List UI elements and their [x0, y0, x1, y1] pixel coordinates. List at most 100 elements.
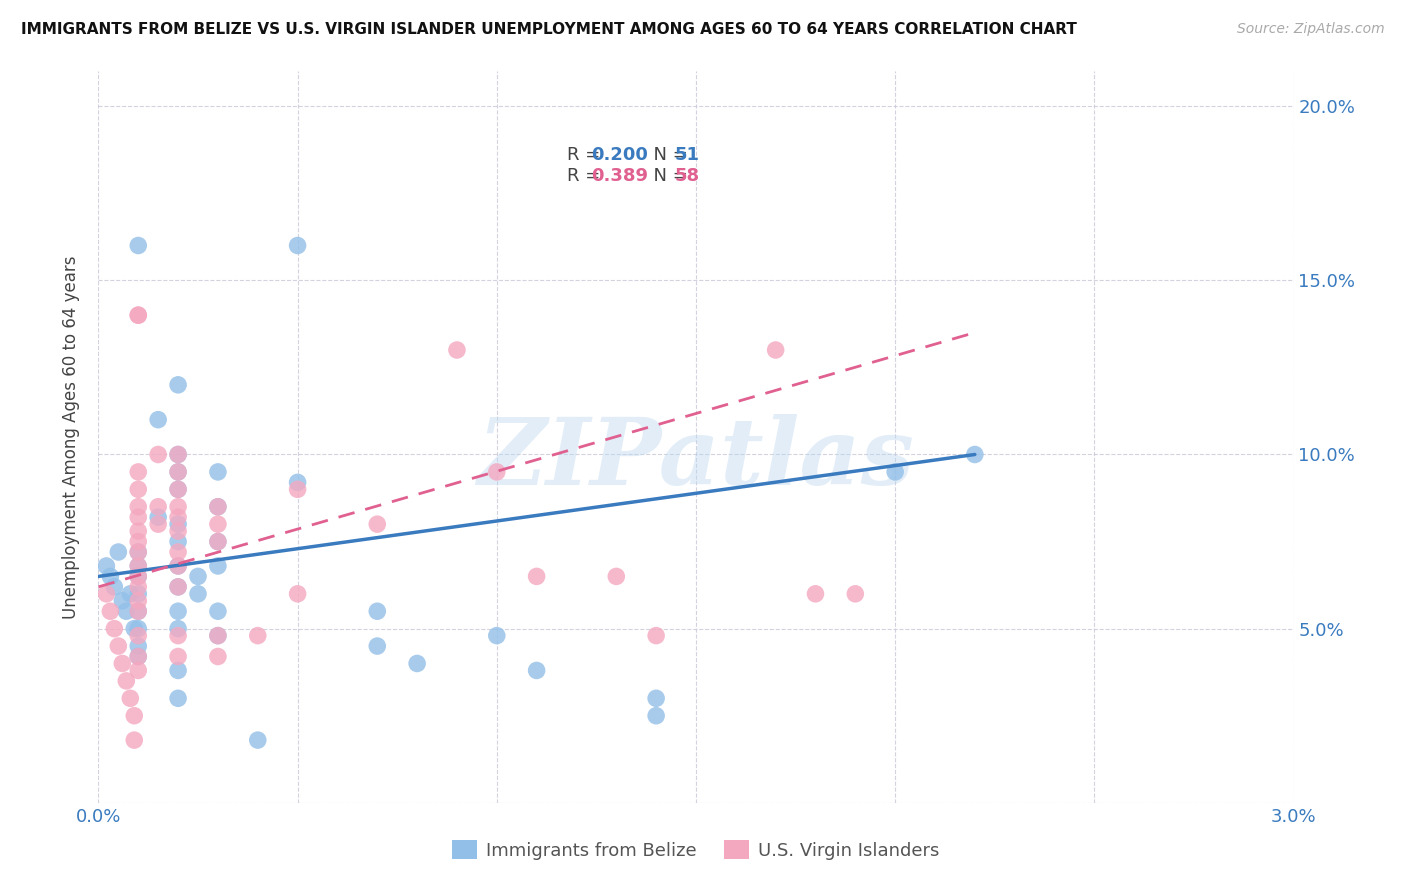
- Legend: Immigrants from Belize, U.S. Virgin Islanders: Immigrants from Belize, U.S. Virgin Isla…: [444, 833, 948, 867]
- Point: [366, 517, 388, 532]
- Point: [526, 569, 548, 583]
- Point: [127, 639, 149, 653]
- Text: R =: R =: [567, 145, 606, 164]
- Point: [167, 483, 190, 497]
- Point: [127, 524, 149, 538]
- Point: [167, 517, 190, 532]
- Point: [167, 580, 190, 594]
- Point: [127, 569, 149, 583]
- Point: [884, 465, 907, 479]
- Point: [148, 412, 170, 426]
- Point: [127, 308, 149, 322]
- Point: [148, 517, 170, 532]
- Point: [167, 465, 190, 479]
- Point: [207, 534, 229, 549]
- Point: [963, 448, 986, 462]
- Point: [167, 448, 190, 462]
- Point: [804, 587, 827, 601]
- Point: [120, 587, 142, 601]
- Point: [115, 673, 138, 688]
- Point: [446, 343, 468, 357]
- Point: [120, 691, 142, 706]
- Point: [167, 649, 190, 664]
- Point: [167, 664, 190, 678]
- Point: [127, 604, 149, 618]
- Point: [127, 500, 149, 514]
- Point: [526, 664, 548, 678]
- Text: N =: N =: [643, 167, 693, 185]
- Point: [127, 558, 149, 573]
- Point: [127, 510, 149, 524]
- Point: [167, 622, 190, 636]
- Point: [127, 649, 149, 664]
- Point: [207, 629, 229, 643]
- Text: IMMIGRANTS FROM BELIZE VS U.S. VIRGIN ISLANDER UNEMPLOYMENT AMONG AGES 60 TO 64 : IMMIGRANTS FROM BELIZE VS U.S. VIRGIN IS…: [21, 22, 1077, 37]
- Text: ZIPatlas: ZIPatlas: [478, 414, 914, 504]
- Point: [127, 580, 149, 594]
- Point: [127, 545, 149, 559]
- Point: [485, 465, 508, 479]
- Point: [127, 649, 149, 664]
- Point: [167, 629, 190, 643]
- Point: [111, 657, 134, 671]
- Point: [485, 629, 508, 643]
- Point: [167, 524, 190, 538]
- Point: [207, 649, 229, 664]
- Point: [148, 448, 170, 462]
- Point: [127, 534, 149, 549]
- Point: [127, 569, 149, 583]
- Point: [107, 545, 129, 559]
- Text: 0.389: 0.389: [591, 167, 648, 185]
- Point: [127, 308, 149, 322]
- Point: [127, 238, 149, 252]
- Point: [96, 558, 118, 573]
- Point: [96, 587, 118, 601]
- Point: [765, 343, 787, 357]
- Point: [167, 691, 190, 706]
- Point: [207, 629, 229, 643]
- Point: [207, 604, 229, 618]
- Point: [127, 558, 149, 573]
- Point: [127, 465, 149, 479]
- Point: [207, 558, 229, 573]
- Point: [167, 558, 190, 573]
- Point: [605, 569, 627, 583]
- Point: [127, 622, 149, 636]
- Point: [103, 622, 125, 636]
- Point: [127, 483, 149, 497]
- Point: [107, 639, 129, 653]
- Point: [127, 587, 149, 601]
- Point: [187, 587, 209, 601]
- Y-axis label: Unemployment Among Ages 60 to 64 years: Unemployment Among Ages 60 to 64 years: [62, 255, 80, 619]
- Point: [111, 594, 134, 608]
- Point: [167, 580, 190, 594]
- Point: [287, 587, 309, 601]
- Point: [167, 500, 190, 514]
- Point: [207, 517, 229, 532]
- Point: [167, 510, 190, 524]
- Point: [167, 448, 190, 462]
- Point: [287, 238, 309, 252]
- Point: [167, 604, 190, 618]
- Text: Source: ZipAtlas.com: Source: ZipAtlas.com: [1237, 22, 1385, 37]
- Point: [246, 629, 269, 643]
- Point: [246, 733, 269, 747]
- Point: [148, 500, 170, 514]
- Point: [187, 569, 209, 583]
- Point: [167, 534, 190, 549]
- Point: [645, 629, 668, 643]
- Point: [167, 465, 190, 479]
- Point: [366, 604, 388, 618]
- Point: [98, 569, 122, 583]
- Point: [645, 691, 668, 706]
- Point: [127, 664, 149, 678]
- Point: [167, 558, 190, 573]
- Point: [287, 475, 309, 490]
- Point: [366, 639, 388, 653]
- Text: 58: 58: [675, 167, 700, 185]
- Point: [207, 465, 229, 479]
- Text: 51: 51: [675, 145, 699, 164]
- Point: [103, 580, 125, 594]
- Point: [127, 629, 149, 643]
- Point: [207, 500, 229, 514]
